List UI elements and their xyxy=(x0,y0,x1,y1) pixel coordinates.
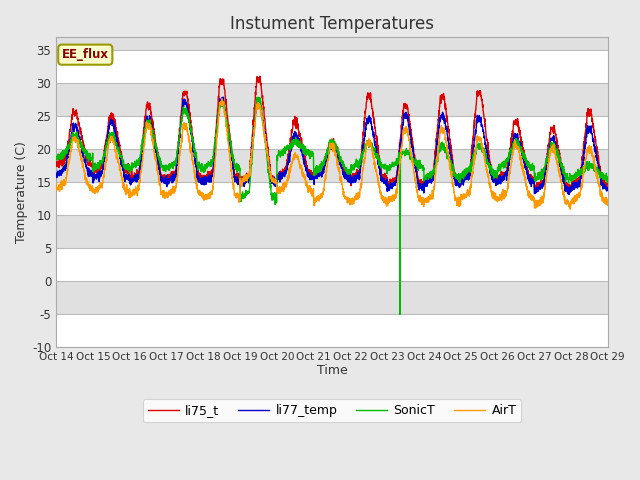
li75_t xyxy=(115,144,123,149)
AirT xyxy=(148,136,156,142)
AirT xyxy=(52,180,60,186)
li75_t xyxy=(288,130,296,136)
li77_temp xyxy=(264,156,272,162)
SonicT xyxy=(604,178,612,183)
AirT xyxy=(593,176,601,181)
AirT xyxy=(604,202,612,208)
Text: EE_flux: EE_flux xyxy=(62,48,109,61)
Bar xyxy=(56,281,608,314)
li77_temp xyxy=(593,156,601,161)
Bar xyxy=(56,314,608,347)
Line: SonicT: SonicT xyxy=(56,97,608,314)
Title: Instument Temperatures: Instument Temperatures xyxy=(230,15,434,33)
li75_t xyxy=(534,183,541,189)
li77_temp xyxy=(115,150,123,156)
AirT xyxy=(218,96,226,102)
li75_t xyxy=(604,179,612,184)
SonicT xyxy=(264,165,272,171)
Bar xyxy=(56,116,608,149)
X-axis label: Time: Time xyxy=(317,364,348,377)
AirT xyxy=(115,162,123,168)
SonicT xyxy=(288,142,296,147)
li77_temp xyxy=(148,124,156,130)
li75_t xyxy=(256,73,264,79)
li75_t xyxy=(148,118,156,123)
SonicT xyxy=(396,312,404,317)
AirT xyxy=(288,160,296,166)
AirT xyxy=(566,206,574,212)
Line: AirT: AirT xyxy=(56,99,608,209)
Bar xyxy=(56,84,608,116)
Bar xyxy=(56,50,608,84)
li75_t xyxy=(566,190,573,196)
Y-axis label: Temperature (C): Temperature (C) xyxy=(15,141,28,243)
li75_t xyxy=(264,144,272,150)
SonicT xyxy=(148,128,156,133)
li75_t xyxy=(52,163,60,169)
SonicT xyxy=(115,147,123,153)
SonicT xyxy=(534,170,541,176)
li77_temp xyxy=(288,143,296,149)
SonicT xyxy=(255,95,262,100)
Bar xyxy=(56,182,608,215)
li77_temp xyxy=(565,192,573,197)
li75_t xyxy=(593,153,601,158)
li77_temp xyxy=(52,172,60,178)
SonicT xyxy=(52,154,60,160)
Bar xyxy=(56,149,608,182)
Bar xyxy=(56,215,608,248)
li77_temp xyxy=(220,94,227,100)
Legend: li75_t, li77_temp, SonicT, AirT: li75_t, li77_temp, SonicT, AirT xyxy=(143,399,522,422)
SonicT xyxy=(593,165,601,170)
Line: li75_t: li75_t xyxy=(56,76,608,193)
li77_temp xyxy=(534,188,541,193)
AirT xyxy=(534,204,541,210)
li77_temp xyxy=(604,186,612,192)
Line: li77_temp: li77_temp xyxy=(56,97,608,194)
AirT xyxy=(264,156,272,161)
Bar xyxy=(56,248,608,281)
